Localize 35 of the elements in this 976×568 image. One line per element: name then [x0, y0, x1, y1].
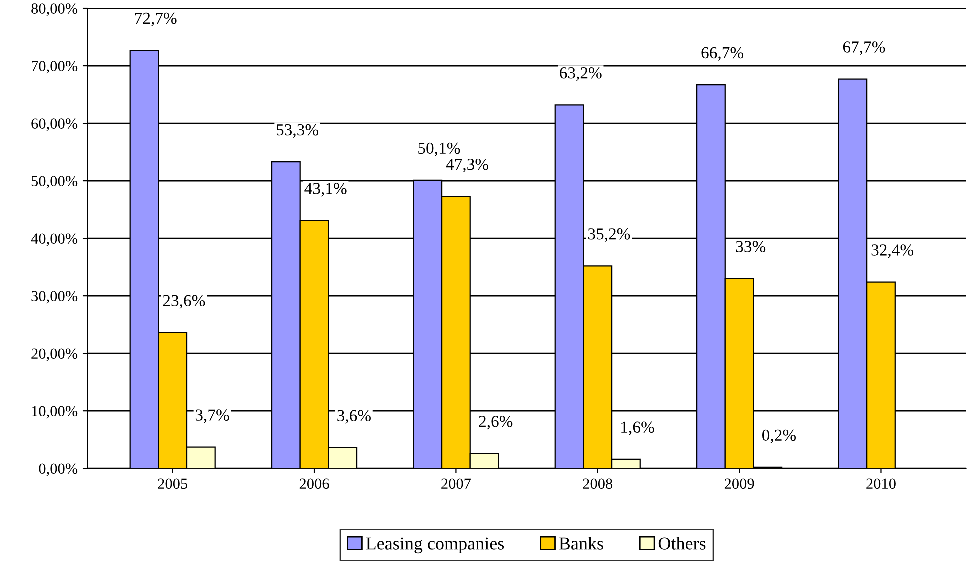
data-label: 63,2% [560, 68, 602, 82]
data-label: 50,1% [418, 142, 460, 156]
y-tick-label: 20,00% [32, 348, 78, 362]
data-label: 66,7% [702, 47, 744, 62]
y-tick-label: 80,00% [32, 4, 78, 16]
data-label: 47,3% [446, 158, 488, 173]
y-tick-label: 70,00% [32, 61, 78, 74]
data-label: 67,7% [843, 42, 886, 56]
x-tick-label: 2005 [158, 478, 188, 490]
y-tick-label: 10,00% [32, 406, 78, 419]
data-label: 53,3% [276, 124, 318, 138]
y-tick-label: 40,00% [31, 234, 78, 246]
data-label: 3,7% [196, 410, 230, 424]
y-tick-label: 0,00% [39, 464, 78, 476]
legend-label: Others [658, 537, 706, 550]
data-label: 2,6% [479, 416, 513, 430]
data-label: 23,6% [163, 295, 206, 309]
x-tick-label: 2007 [442, 478, 472, 490]
data-label: 33% [736, 241, 766, 252]
data-label: 72,7% [135, 12, 177, 27]
y-tick-label: 30,00% [32, 291, 78, 304]
legend-label: Leasing companies [366, 538, 504, 554]
x-tick-label: 2010 [866, 478, 896, 490]
y-tick-label: 50,00% [32, 176, 78, 189]
y-tick-label: 60,00% [32, 118, 78, 132]
x-tick-label: 2006 [300, 478, 330, 490]
legend-label: Banks [559, 537, 604, 550]
x-tick-label: 2009 [724, 478, 754, 490]
data-label: 35,2% [588, 228, 630, 242]
data-label: 1,6% [622, 422, 654, 436]
x-tick-label: 2008 [583, 478, 613, 490]
data-label: 3,6% [338, 410, 371, 424]
data-label: 43,1% [304, 183, 347, 197]
data-label: 0,2% [762, 430, 796, 444]
data-label: 32,4% [872, 244, 914, 258]
